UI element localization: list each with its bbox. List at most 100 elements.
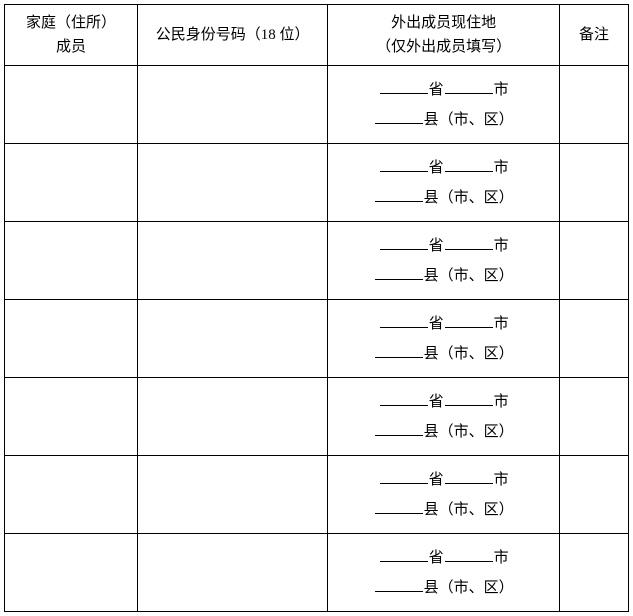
cell-address[interactable]: 省市县（市、区） — [328, 378, 560, 456]
blank-county[interactable] — [375, 421, 423, 436]
cell-id[interactable] — [138, 378, 328, 456]
table-body: 省市县（市、区）省市县（市、区）省市县（市、区）省市县（市、区）省市县（市、区）… — [5, 66, 629, 612]
cell-remark[interactable] — [560, 222, 629, 300]
cell-id[interactable] — [138, 222, 328, 300]
cell-address[interactable]: 省 市县（市、区） — [328, 66, 560, 144]
label-county: 县（市、区） — [424, 112, 514, 128]
cell-remark[interactable] — [560, 66, 629, 144]
address-line2: 县（市、区） — [338, 339, 549, 369]
cell-address[interactable]: 省市县（市、区） — [328, 456, 560, 534]
blank-city[interactable] — [445, 469, 493, 484]
label-county: 县（市、区） — [424, 346, 514, 362]
address-line1: 省市 — [338, 387, 549, 417]
blank-county[interactable] — [375, 265, 423, 280]
cell-remark[interactable] — [560, 534, 629, 612]
cell-member[interactable] — [5, 456, 138, 534]
address-line1: 省市 — [338, 309, 549, 339]
blank-county[interactable] — [375, 499, 423, 514]
blank-province[interactable] — [380, 391, 428, 406]
cell-member[interactable] — [5, 144, 138, 222]
header-address-line2: （仅外出成员填写） — [376, 39, 511, 55]
table-row: 省市县（市、区） — [5, 534, 629, 612]
label-county: 县（市、区） — [424, 190, 514, 206]
label-province: 省 — [429, 550, 444, 566]
table-row: 省市县（市、区） — [5, 456, 629, 534]
address-line1: 省市 — [338, 231, 549, 261]
blank-province[interactable] — [380, 547, 428, 562]
cell-remark[interactable] — [560, 456, 629, 534]
label-province: 省 — [429, 316, 444, 332]
header-id-text: 公民身份号码（18 位） — [156, 27, 310, 43]
cell-id[interactable] — [138, 456, 328, 534]
label-city: 市 — [494, 550, 509, 566]
label-province: 省 — [429, 238, 444, 254]
address-line1: 省市 — [338, 465, 549, 495]
cell-id[interactable] — [138, 300, 328, 378]
blank-city[interactable] — [445, 79, 493, 94]
blank-province[interactable] — [380, 235, 428, 250]
address-line2: 县（市、区） — [338, 495, 549, 525]
address-line2: 县（市、区） — [338, 573, 549, 603]
label-province: 省 — [429, 160, 444, 176]
family-member-table: 家庭（住所） 成员 公民身份号码（18 位） 外出成员现住地 （仅外出成员填写）… — [4, 4, 629, 612]
label-city: 市 — [494, 238, 509, 254]
header-address: 外出成员现住地 （仅外出成员填写） — [328, 5, 560, 66]
header-id: 公民身份号码（18 位） — [138, 5, 328, 66]
label-county: 县（市、区） — [424, 268, 514, 284]
table-header-row: 家庭（住所） 成员 公民身份号码（18 位） 外出成员现住地 （仅外出成员填写）… — [5, 5, 629, 66]
blank-province[interactable] — [380, 157, 428, 172]
label-province: 省 — [429, 82, 444, 98]
label-county: 县（市、区） — [424, 502, 514, 518]
cell-address[interactable]: 省市县（市、区） — [328, 222, 560, 300]
table-row: 省 市县（市、区） — [5, 66, 629, 144]
header-remark-text: 备注 — [579, 27, 609, 43]
label-city: 市 — [494, 472, 509, 488]
label-city: 市 — [494, 160, 509, 176]
blank-city[interactable] — [445, 547, 493, 562]
cell-address[interactable]: 省市县（市、区） — [328, 144, 560, 222]
blank-province[interactable] — [380, 313, 428, 328]
cell-id[interactable] — [138, 144, 328, 222]
blank-city[interactable] — [445, 391, 493, 406]
cell-address[interactable]: 省市县（市、区） — [328, 300, 560, 378]
address-line1: 省市 — [338, 153, 549, 183]
cell-member[interactable] — [5, 222, 138, 300]
label-city: 市 — [494, 316, 509, 332]
address-line1: 省市 — [338, 543, 549, 573]
cell-remark[interactable] — [560, 378, 629, 456]
blank-province[interactable] — [380, 79, 428, 94]
cell-member[interactable] — [5, 300, 138, 378]
blank-province[interactable] — [380, 469, 428, 484]
header-member: 家庭（住所） 成员 — [5, 5, 138, 66]
address-line2: 县（市、区） — [338, 261, 549, 291]
address-line2: 县（市、区） — [338, 417, 549, 447]
blank-city[interactable] — [445, 313, 493, 328]
cell-member[interactable] — [5, 66, 138, 144]
cell-remark[interactable] — [560, 144, 629, 222]
label-city: 市 — [494, 82, 509, 98]
table-row: 省市县（市、区） — [5, 144, 629, 222]
blank-city[interactable] — [445, 157, 493, 172]
label-county: 县（市、区） — [424, 580, 514, 596]
cell-address[interactable]: 省市县（市、区） — [328, 534, 560, 612]
header-remark: 备注 — [560, 5, 629, 66]
table-row: 省市县（市、区） — [5, 378, 629, 456]
blank-county[interactable] — [375, 577, 423, 592]
blank-county[interactable] — [375, 109, 423, 124]
label-city: 市 — [494, 394, 509, 410]
label-county: 县（市、区） — [424, 424, 514, 440]
header-member-line1: 家庭（住所） — [26, 15, 116, 31]
address-line2: 县（市、区） — [338, 105, 549, 135]
blank-city[interactable] — [445, 235, 493, 250]
cell-id[interactable] — [138, 66, 328, 144]
address-line2: 县（市、区） — [338, 183, 549, 213]
blank-county[interactable] — [375, 187, 423, 202]
label-province: 省 — [429, 472, 444, 488]
cell-member[interactable] — [5, 378, 138, 456]
label-province: 省 — [429, 394, 444, 410]
cell-id[interactable] — [138, 534, 328, 612]
cell-member[interactable] — [5, 534, 138, 612]
cell-remark[interactable] — [560, 300, 629, 378]
blank-county[interactable] — [375, 343, 423, 358]
table-row: 省市县（市、区） — [5, 222, 629, 300]
